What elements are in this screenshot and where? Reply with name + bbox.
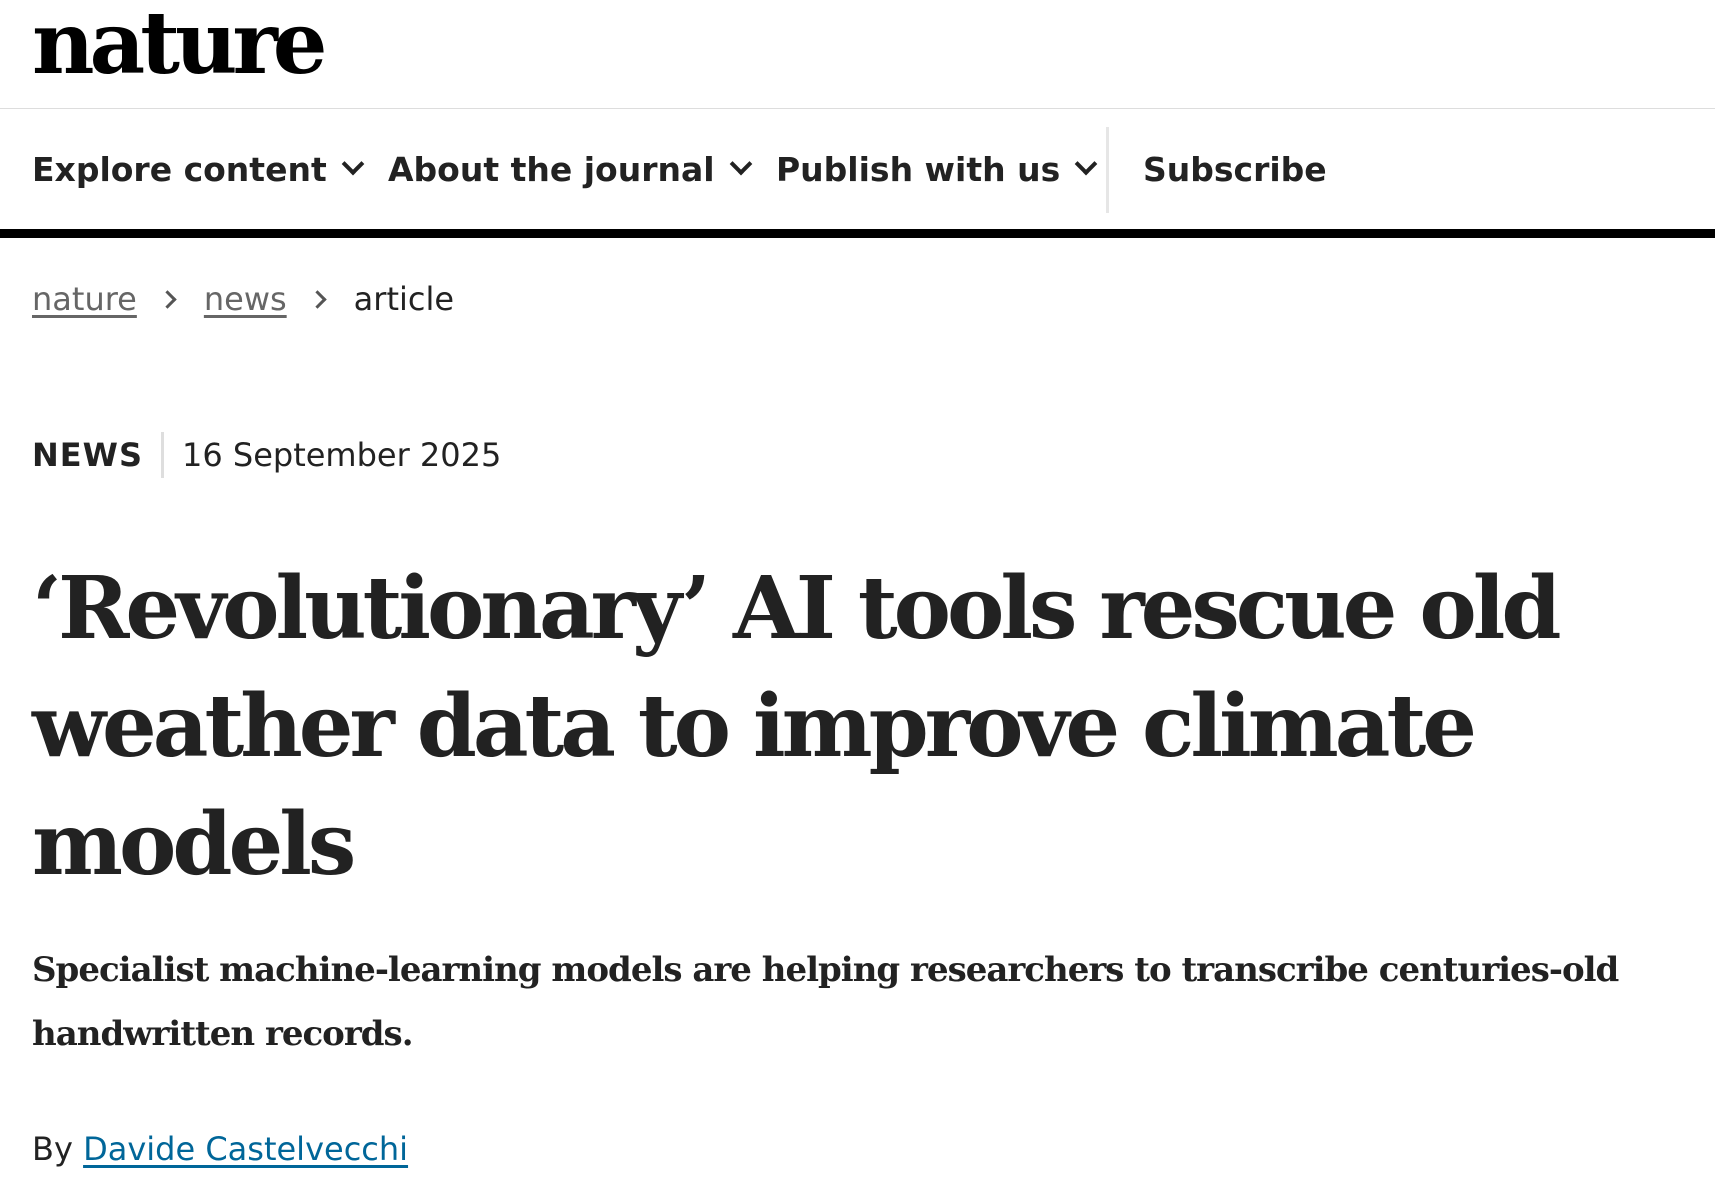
byline-prefix: By: [32, 1130, 73, 1168]
chevron-right-icon: [158, 289, 177, 309]
breadcrumb-article: article: [353, 280, 455, 318]
meta-divider: [160, 432, 164, 478]
nav-subscribe-label: Subscribe: [1143, 149, 1327, 189]
nature-logo[interactable]: nature: [32, 0, 328, 94]
nav-publish-with-us[interactable]: Publish with us: [776, 109, 1098, 229]
site-header: nature: [0, 0, 1715, 109]
chevron-down-icon: [729, 152, 752, 176]
chevron-right-icon: [307, 289, 327, 309]
nav-subscribe[interactable]: Subscribe: [1143, 109, 1327, 229]
article-title: ‘Revolutionary’ AI tools rescue old weat…: [32, 558, 1562, 895]
main-nav: Explore content About the journal Publis…: [0, 109, 1715, 238]
breadcrumb-news[interactable]: news: [203, 280, 287, 318]
author-link[interactable]: Davide Castelvecchi: [83, 1130, 409, 1168]
nav-divider: [1106, 127, 1109, 213]
article-meta: NEWS 16 September 2025: [32, 432, 501, 478]
article-date: 16 September 2025: [181, 436, 502, 474]
nav-explore-content[interactable]: Explore content: [32, 109, 365, 229]
article-type: NEWS: [32, 436, 143, 474]
chevron-down-icon: [341, 152, 365, 176]
nav-about-journal-label: About the journal: [388, 149, 715, 189]
article-standfirst: Specialist machine-learning models are h…: [32, 950, 1619, 1054]
chevron-down-icon: [1074, 152, 1098, 176]
nav-about-journal[interactable]: About the journal: [388, 109, 752, 229]
nav-publish-with-us-label: Publish with us: [776, 149, 1061, 189]
nav-explore-content-label: Explore content: [32, 149, 327, 189]
breadcrumb-nature[interactable]: nature: [32, 280, 137, 318]
breadcrumb: nature news article: [32, 280, 454, 318]
byline: By Davide Castelvecchi: [32, 1130, 408, 1168]
